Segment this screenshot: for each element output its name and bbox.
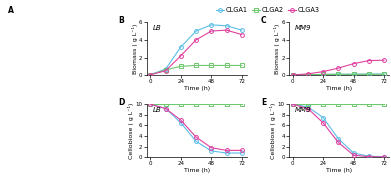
Text: D: D <box>118 98 125 107</box>
Text: LB: LB <box>152 107 161 113</box>
Y-axis label: Biomass ( g L⁻¹): Biomass ( g L⁻¹) <box>274 23 280 74</box>
X-axis label: Time (h): Time (h) <box>326 86 352 91</box>
Text: MM9: MM9 <box>295 107 311 113</box>
Text: E: E <box>261 98 266 107</box>
Text: A: A <box>8 6 14 15</box>
X-axis label: Time (h): Time (h) <box>326 168 352 173</box>
Text: C: C <box>261 16 266 25</box>
Text: MM9: MM9 <box>295 25 311 31</box>
Y-axis label: Cellobiose ( g L⁻¹): Cellobiose ( g L⁻¹) <box>270 102 276 159</box>
Text: B: B <box>118 16 124 25</box>
X-axis label: Time (h): Time (h) <box>184 86 210 91</box>
Y-axis label: Cellobiose ( g L⁻¹): Cellobiose ( g L⁻¹) <box>128 102 134 159</box>
X-axis label: Time (h): Time (h) <box>184 168 210 173</box>
Text: LB: LB <box>152 25 161 31</box>
Legend: CLGA1, CLGA2, CLGA3: CLGA1, CLGA2, CLGA3 <box>213 4 323 16</box>
Y-axis label: Biomass ( g L⁻¹): Biomass ( g L⁻¹) <box>131 23 138 74</box>
